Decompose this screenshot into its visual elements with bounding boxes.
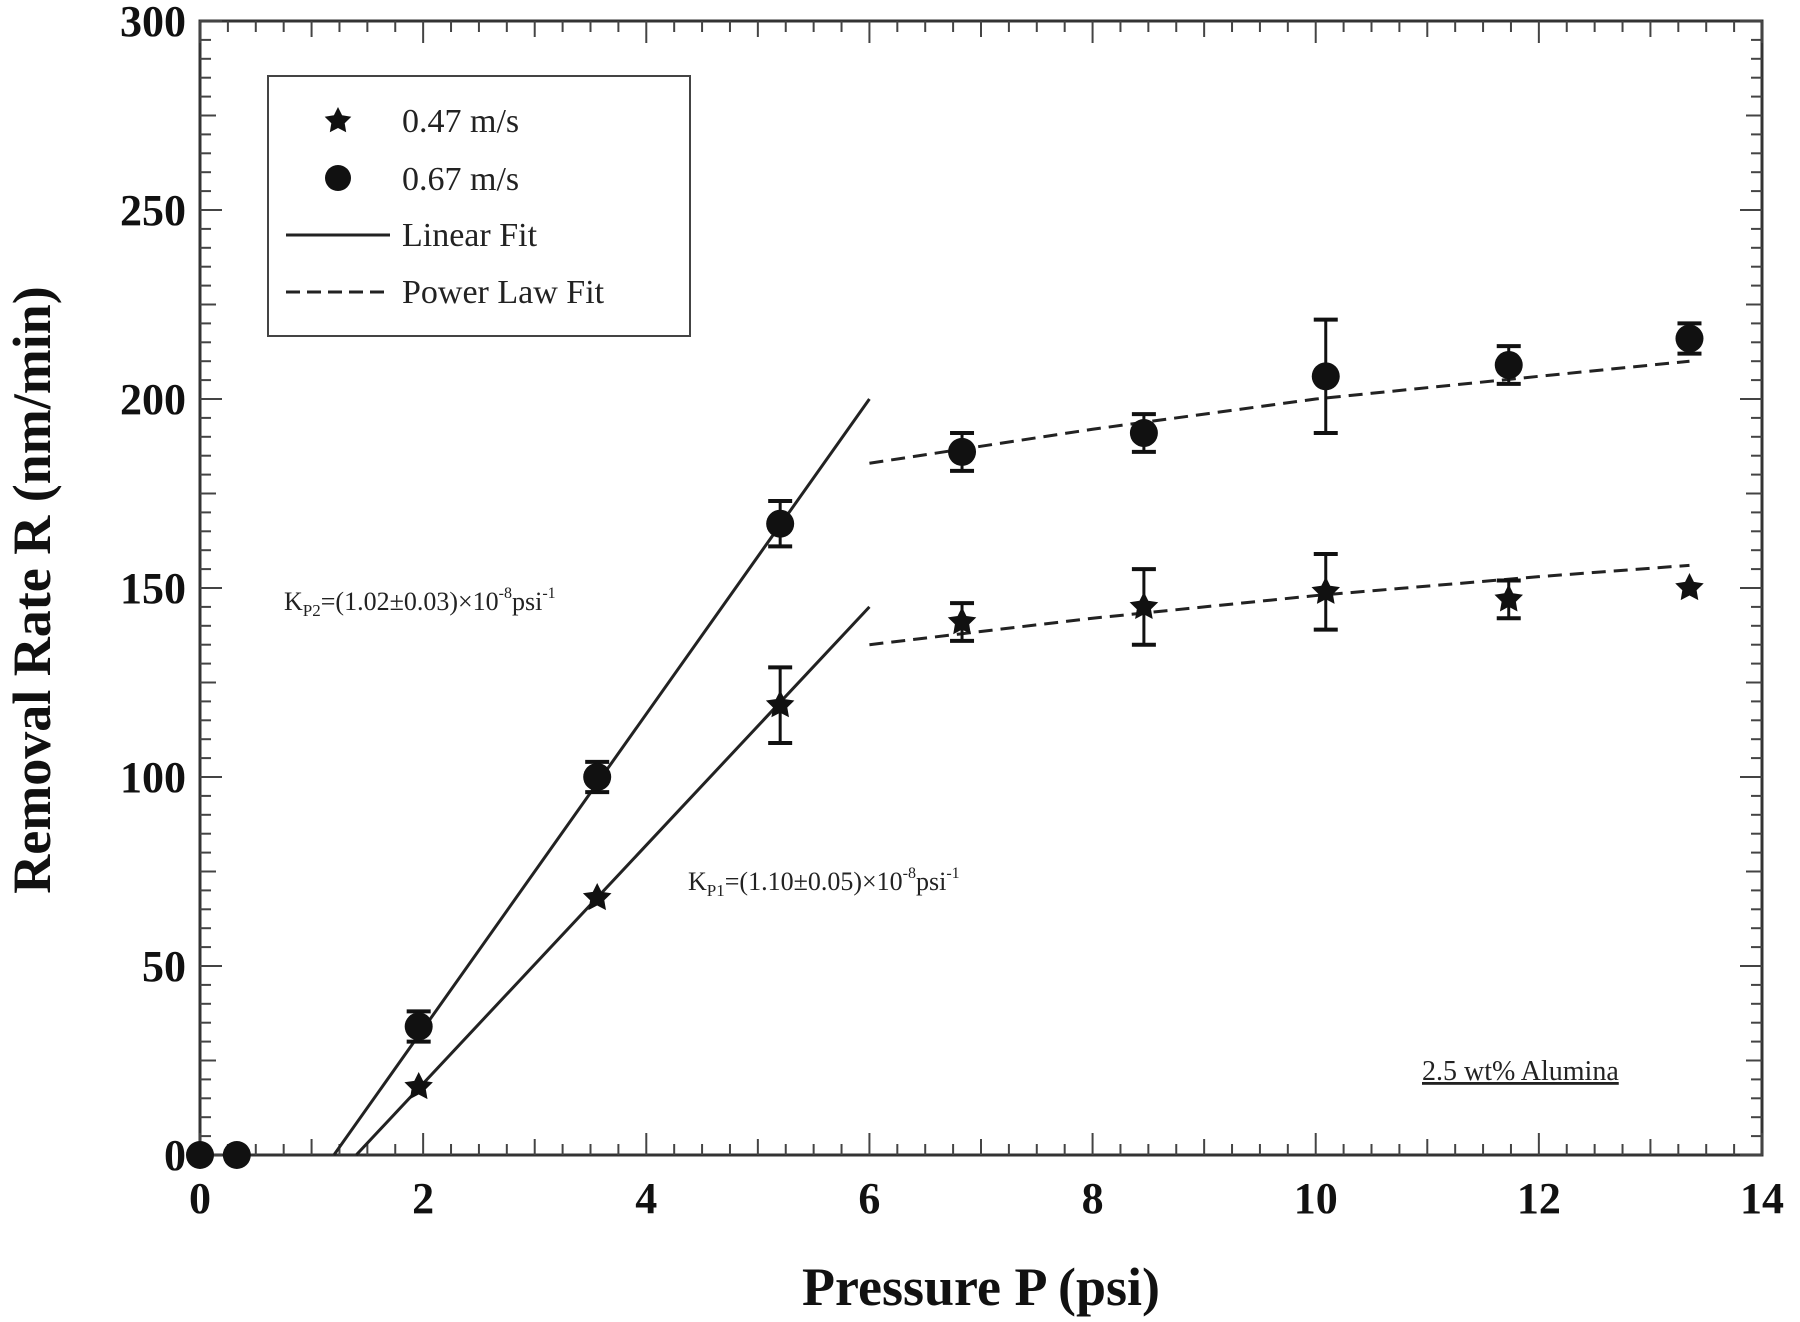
circle-marker [1311,362,1340,391]
circle-marker-icon [325,165,351,191]
axis-ticks [199,20,1763,1156]
star-marker-icon [324,107,352,133]
x-tick-label: 14 [1740,1174,1784,1223]
x-tick-label: 2 [412,1174,434,1223]
y-tick-label: 250 [120,186,186,235]
y-tick-label: 0 [164,1131,186,1180]
circle-marker [186,1141,214,1169]
legend-label-067: 0.67 m/s [402,161,519,198]
tick-labels: 0 2 4 6 8 10 12 14 0 50 100 150 200 250 300 [120,0,1784,1223]
circle-marker [948,437,977,466]
kp1-annotation: KP1=(1.10±0.05)×10-8psi-1 [688,865,960,900]
x-tick-label: 0 [189,1174,211,1223]
legend-item-067: 0.67 m/s [325,161,519,198]
fit-lines [332,359,1690,1157]
legend-item-linear: Linear Fit [286,217,538,254]
power-law-fit-line [869,359,1690,465]
y-tick-label: 300 [120,0,186,46]
x-tick-label: 6 [858,1174,880,1223]
legend-label-power: Power Law Fit [402,274,605,311]
circle-marker [222,1141,251,1169]
circle-marker [766,509,795,538]
circle-marker [1129,419,1158,448]
x-tick-label: 12 [1517,1174,1561,1223]
star-marker [1311,576,1340,604]
y-tick-label: 200 [120,375,186,424]
x-tick-label: 10 [1294,1174,1338,1223]
x-tick-label: 4 [635,1174,657,1223]
star-marker [582,883,612,911]
legend-item-power: Power Law Fit [286,274,605,311]
circle-marker [1494,350,1523,379]
star-marker [404,1072,433,1100]
star-marker [1494,584,1523,612]
kp2-annotation: KP2=(1.02±0.03)×10-8psi-1 [284,585,556,620]
legend-label-047: 0.47 m/s [402,103,519,140]
x-tick-label: 8 [1082,1174,1104,1223]
circle-marker [404,1012,433,1041]
star-marker [1675,573,1704,601]
y-axis-title: Removal Rate R (nm/min) [2,286,62,893]
y-tick-label: 50 [142,942,186,991]
star-marker [765,690,795,718]
y-tick-label: 150 [120,564,186,613]
x-axis-title: Pressure P (psi) [802,1257,1160,1317]
circle-marker [583,763,612,791]
star-marker [1129,591,1159,619]
legend: 0.47 m/s 0.67 m/s Linear Fit Power Law F… [267,75,691,337]
slurry-note: 2.5 wt% Alumina [1422,1056,1619,1087]
power-law-fit-line [869,563,1690,647]
data-points [186,317,1704,1169]
circle-marker [1675,324,1704,353]
y-tick-label: 100 [120,753,186,802]
star-marker [947,607,977,635]
legend-label-linear: Linear Fit [402,217,538,254]
legend-item-047: 0.47 m/s [324,103,519,140]
